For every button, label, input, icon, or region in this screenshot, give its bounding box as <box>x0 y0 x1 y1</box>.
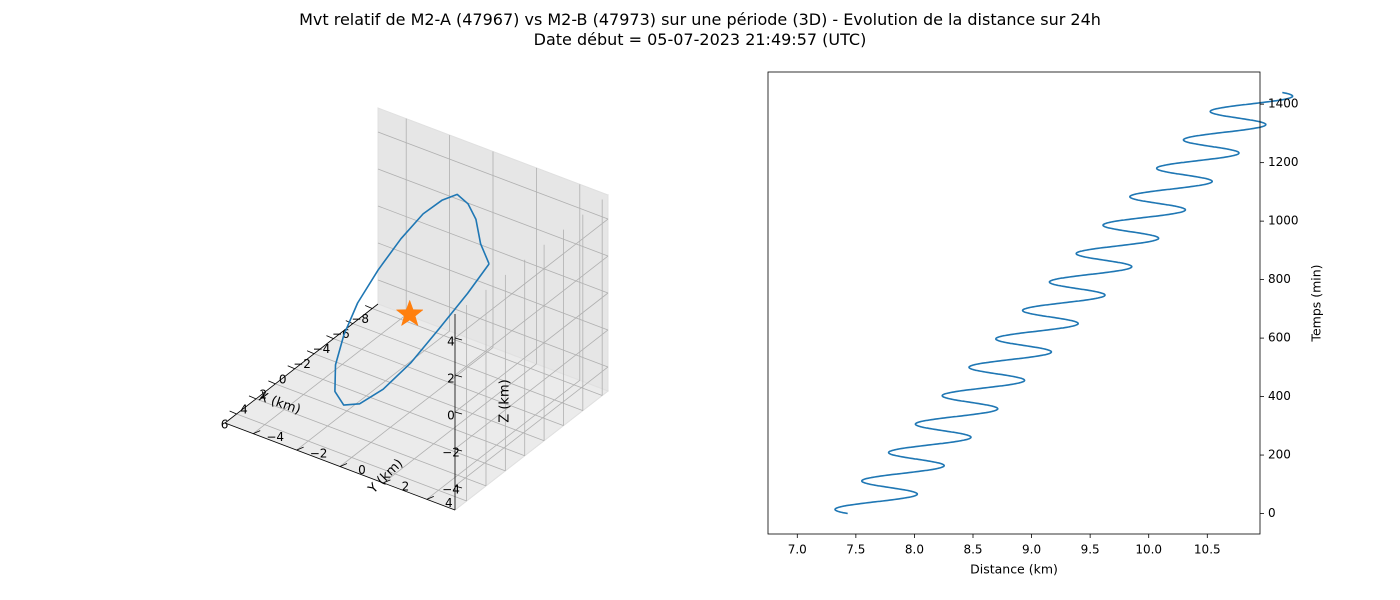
y-tick-label: 200 <box>1268 448 1291 462</box>
y-tick-label: 400 <box>1268 389 1291 403</box>
x-tick-label: −2 <box>293 357 311 371</box>
z-tick-label: 0 <box>447 409 455 423</box>
y-tick <box>383 479 391 484</box>
y-tick-label: 800 <box>1268 272 1291 286</box>
y-tick-label: 1000 <box>1268 214 1299 228</box>
x-tick <box>248 395 257 400</box>
x-tick-label: 0 <box>279 372 287 386</box>
y-tick-label: 0 <box>358 463 366 477</box>
figure-title: Mvt relatif de M2-A (47967) vs M2-B (479… <box>299 10 1101 29</box>
y-tick-label: 4 <box>445 496 453 510</box>
y-tick-label: −4 <box>266 430 284 444</box>
z-tick-label: −2 <box>442 445 460 459</box>
series-distance-line <box>834 91 1294 515</box>
z-tick <box>454 485 463 489</box>
z-tick <box>454 411 463 415</box>
z-tick-label: 2 <box>447 372 455 386</box>
x-tick-label: 10.5 <box>1194 543 1221 557</box>
z-tick <box>454 337 463 341</box>
gridline-z <box>377 279 609 368</box>
x-tick-label: 8.5 <box>963 543 982 557</box>
gridline-y <box>252 314 407 434</box>
gridline-z <box>377 131 609 220</box>
y-tick-label: 2 <box>402 479 410 493</box>
x-tick-label: 2 <box>260 387 268 401</box>
x-tick-label: −8 <box>351 312 369 326</box>
x-tick <box>326 335 334 340</box>
z-tick <box>454 448 463 452</box>
x-tick-label: 9.5 <box>1081 543 1100 557</box>
gridline-z <box>454 329 609 450</box>
grid-3d <box>236 118 609 502</box>
z-axis-label: Z (km) <box>498 379 513 422</box>
series-orbit-line <box>334 193 490 406</box>
x-tick <box>287 365 295 370</box>
y-tick <box>339 463 348 467</box>
gridline-z <box>377 242 609 331</box>
x-tick <box>268 380 276 385</box>
gridline-z <box>454 292 609 413</box>
gridline-y <box>339 347 494 467</box>
origin-star-marker <box>395 299 424 327</box>
x-tick-label: 10.0 <box>1135 543 1162 557</box>
y-tick <box>253 430 261 435</box>
x-tick <box>229 410 237 415</box>
x-tick-label: 6 <box>221 417 229 431</box>
y-tick <box>296 446 304 451</box>
z-tick-label: −4 <box>442 482 460 496</box>
y-tick-label: −2 <box>310 447 328 461</box>
x-tick-label: 4 <box>240 402 248 416</box>
z-tick-label: 4 <box>447 335 455 349</box>
y-tick-label: 600 <box>1268 331 1291 345</box>
x-tick-label: 8.0 <box>905 543 924 557</box>
plot-frame <box>767 71 1261 535</box>
gridline-y <box>383 363 537 484</box>
x-tick <box>306 350 315 355</box>
gridline-y <box>296 330 450 451</box>
x-tick-label: 7.5 <box>846 543 865 557</box>
x-tick-label: 9.0 <box>1022 543 1041 557</box>
gridline-z <box>377 168 609 257</box>
gridline-z <box>454 366 609 487</box>
x-tick <box>365 305 373 309</box>
x-axis-label: Distance (km) <box>970 562 1058 577</box>
gridline-z <box>454 218 609 339</box>
x-tick-label: 7.0 <box>788 543 807 557</box>
gridline-y <box>426 380 581 500</box>
y-tick-label: 1200 <box>1268 155 1299 169</box>
gridline-z <box>454 255 609 376</box>
z-tick <box>454 374 463 378</box>
chart-distance-vs-time: 7.0 7.5 8.0 8.5 9.0 9.5 10.0 10.5 0 200 400 600 800 1… <box>767 71 1324 577</box>
x-tick-label: −4 <box>313 342 331 356</box>
y-tick <box>426 495 434 500</box>
y-axis-label: Temps (min) <box>1309 264 1324 342</box>
figure-subtitle: Date début = 05-07-2023 21:49:57 (UTC) <box>533 30 867 49</box>
y-tick-label: 0 <box>1268 506 1276 520</box>
y-tick-label: 1400 <box>1268 97 1299 111</box>
